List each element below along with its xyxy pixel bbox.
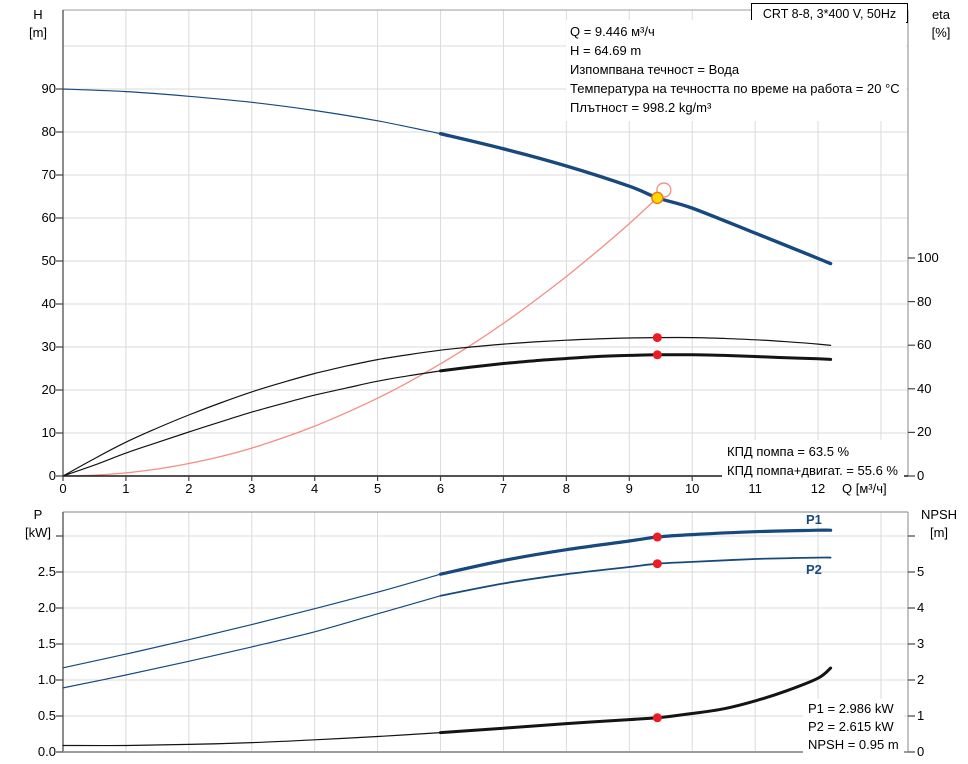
npsh-axis-title-unit: [m] [929,525,949,540]
p-axis-tick-label: 1.5 [37,636,56,651]
h-axis-tick-label: 50 [41,253,56,268]
eta-axis-title: eta [%] [918,6,964,42]
info-line-flow: Q = 9.446 м³/ч [570,24,655,39]
npsh-axis-title-symbol: NPSH [920,507,958,522]
h-axis-tick-label: 30 [41,339,56,354]
npsh-axis-tick-label: 4 [917,600,925,615]
power-npsh-legend: P1 = 2.986 kW P2 = 2.615 kW NPSH = 0.95 … [803,699,904,755]
info-line-density: Плътност = 998.2 kg/m³ [570,100,712,115]
npsh-axis-tick-label: 5 [917,564,925,579]
q-axis-tick-label: 11 [748,481,762,496]
operating-point-dot [652,333,662,343]
eta-axis-tick-label: 40 [917,380,932,396]
h-axis-tick-label: 80 [41,124,56,139]
curve-eta-pump [62,336,832,477]
curve-P2 [439,556,832,597]
h-axis-tick-label: 20 [41,382,56,397]
eta-axis-tick-label: 100 [917,250,939,265]
h-axis-tick-label: 40 [41,296,56,311]
curve-QH [438,132,833,266]
npsh-axis-tick-label: 0 [917,744,925,759]
h-axis-title-symbol: H [33,7,43,22]
curve-eta-pump-motor [439,353,833,373]
efficiency-pump-motor-line: КПД помпа+двигат. = 55.6 % [727,463,898,478]
legend-p1: P1 = 2.986 kW [808,701,894,716]
eta-axis-tick-label: 0 [917,468,925,483]
q-axis-tick-label: 7 [499,481,508,496]
operating-point-dot [652,532,662,542]
duty-point-marker [651,191,664,205]
eta-axis-tick-label: 20 [917,424,932,440]
curve-eta-pump-motor-thin [62,370,442,477]
efficiency-annotation: КПД помпа = 63.5 % КПД помпа+двигат. = 5… [722,440,904,482]
curve-NPSH-thin [62,732,442,747]
p-axis-tick-label: 0.5 [37,708,56,723]
q-axis-tick-label: 8 [562,481,570,496]
q-axis-tick-label: 4 [311,481,319,496]
h-axis-title-unit: [m] [28,25,48,40]
curve-P1-thin [62,573,442,669]
p-axis-tick-label: 2.5 [37,564,56,579]
duty-point-info: Q = 9.446 м³/ч H = 64.69 m Изпомпвана те… [566,20,906,121]
requested-duty-ring [656,182,672,198]
q-axis-tick-label: 10 [684,481,700,496]
h-axis-tick-label: 60 [41,210,56,225]
p-axis-title-symbol: P [33,507,43,522]
q-axis-tick-label: 3 [248,481,256,496]
npsh-axis-tick-label: 2 [917,672,925,687]
npsh-axis-tick-label: 1 [917,708,925,723]
info-line-liquid: Изпомпвана течност = Вода [570,62,740,77]
info-line-temperature: Температура на течността по време на раб… [570,81,900,96]
q-axis-tick-label: 2 [185,481,193,496]
h-axis-tick-label: 10 [41,425,56,440]
legend-npsh: NPSH = 0.95 m [808,737,899,752]
operating-point-dot [652,559,662,569]
info-line-head: H = 64.69 m [570,43,642,58]
p-axis-title-unit: [kW] [25,525,51,540]
curve-P2-thin [62,595,442,689]
p-axis-title: P [kW] [16,506,60,542]
curve-system-curve [62,197,658,477]
eta-axis-tick-label: 80 [917,293,932,309]
q-axis-tick-label: 12 [810,481,826,496]
eta-axis-title-unit: [%] [931,25,951,40]
p-axis-tick-label: 1.0 [37,672,56,687]
q-axis-tick-label: 0 [59,481,67,496]
q-axis-tick-label: 1 [122,481,130,496]
h-axis-tick-label: 70 [41,167,56,182]
efficiency-pump-line: КПД помпа = 63.5 % [727,444,850,459]
operating-point-dot [652,350,662,360]
p2-curve-label: P2 [806,562,822,577]
q-axis-tick-label: 5 [373,481,382,496]
q-axis-tick-label: 6 [436,481,445,496]
curve-P1 [438,528,833,576]
q-axis-unit-label: Q [м³/ч] [842,481,887,496]
operating-point-dot [652,713,662,723]
npsh-axis-title: NPSH [m] [912,506,966,542]
p-axis-tick-label: 2.0 [37,600,56,615]
h-axis-title: H [m] [16,6,60,42]
h-axis-tick-label: 0 [48,468,56,483]
h-axis-tick-label: 90 [41,81,56,96]
curve-NPSH [439,666,833,735]
curve-QH-thin [62,88,442,135]
p1-curve-label: P1 [806,512,822,527]
eta-axis-title-symbol: eta [931,7,951,22]
legend-p2: P2 = 2.615 kW [808,719,894,734]
npsh-axis-tick-label: 3 [917,636,925,651]
p-axis-tick-label: 0.0 [37,744,56,759]
eta-axis-tick-label: 60 [917,337,932,353]
q-axis-tick-label: 9 [625,481,633,496]
